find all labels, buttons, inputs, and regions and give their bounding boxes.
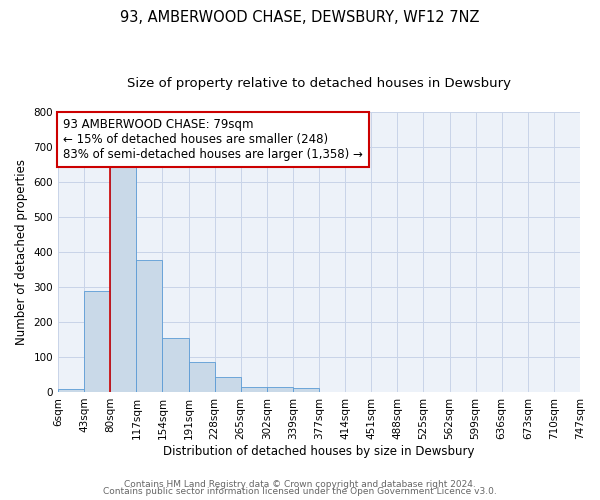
- Bar: [84, 292, 110, 392]
- Bar: [136, 260, 163, 392]
- Bar: [163, 338, 188, 392]
- Bar: [58, 389, 84, 392]
- Text: Contains public sector information licensed under the Open Government Licence v3: Contains public sector information licen…: [103, 487, 497, 496]
- Text: 93, AMBERWOOD CHASE, DEWSBURY, WF12 7NZ: 93, AMBERWOOD CHASE, DEWSBURY, WF12 7NZ: [120, 10, 480, 25]
- Y-axis label: Number of detached properties: Number of detached properties: [15, 159, 28, 345]
- Bar: [188, 362, 215, 392]
- Bar: [293, 388, 319, 392]
- Bar: [241, 388, 267, 392]
- Title: Size of property relative to detached houses in Dewsbury: Size of property relative to detached ho…: [127, 78, 511, 90]
- Text: Contains HM Land Registry data © Crown copyright and database right 2024.: Contains HM Land Registry data © Crown c…: [124, 480, 476, 489]
- Bar: [215, 378, 241, 392]
- Text: 93 AMBERWOOD CHASE: 79sqm
← 15% of detached houses are smaller (248)
83% of semi: 93 AMBERWOOD CHASE: 79sqm ← 15% of detac…: [63, 118, 363, 161]
- Bar: [110, 158, 136, 392]
- X-axis label: Distribution of detached houses by size in Dewsbury: Distribution of detached houses by size …: [163, 444, 475, 458]
- Bar: [267, 388, 293, 392]
